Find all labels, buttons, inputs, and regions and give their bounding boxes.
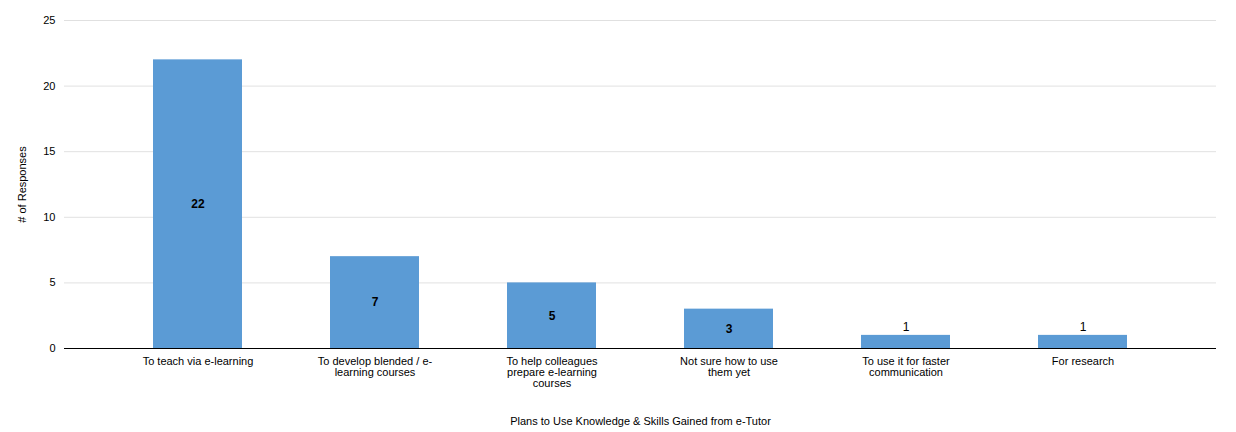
svg-text:To develop blended / e-learnin: To develop blended / e-learning courses xyxy=(318,355,433,378)
svg-text:To use it for fastercommunicat: To use it for fastercommunication xyxy=(862,355,950,378)
svg-text:20: 20 xyxy=(43,80,55,92)
svg-text:15: 15 xyxy=(43,145,55,157)
svg-text:Plans to Use Knowledge & Skill: Plans to Use Knowledge & Skills Gained f… xyxy=(510,415,771,427)
svg-text:10: 10 xyxy=(43,211,55,223)
svg-text:25: 25 xyxy=(43,14,55,26)
svg-text:To help colleaguesprepare e-le: To help colleaguesprepare e-learningcour… xyxy=(506,355,598,389)
svg-text:For research: For research xyxy=(1052,355,1114,367)
svg-text:To teach via e-learning: To teach via e-learning xyxy=(143,355,254,367)
svg-text:5: 5 xyxy=(49,276,55,288)
svg-text:1: 1 xyxy=(1080,320,1087,334)
svg-text:22: 22 xyxy=(191,197,205,211)
svg-text:Not sure how to usethem yet: Not sure how to usethem yet xyxy=(680,355,778,378)
svg-text:5: 5 xyxy=(549,309,556,323)
svg-text:3: 3 xyxy=(726,322,733,336)
svg-text:# of Responses: # of Responses xyxy=(16,146,28,223)
svg-text:7: 7 xyxy=(372,295,379,309)
svg-text:1: 1 xyxy=(903,320,910,334)
svg-text:0: 0 xyxy=(49,342,55,354)
